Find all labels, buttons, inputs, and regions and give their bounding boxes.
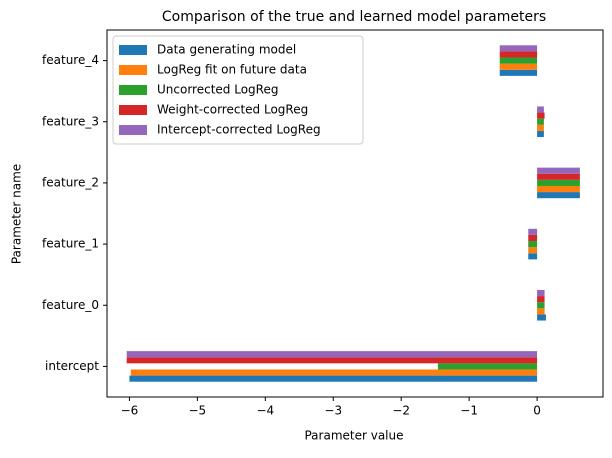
bar xyxy=(499,51,538,58)
bar xyxy=(528,241,538,248)
legend-box xyxy=(112,35,364,145)
bar xyxy=(537,130,544,138)
legend-label: Data generating model xyxy=(157,43,296,57)
x-tick-label: −1 xyxy=(460,404,478,418)
legend-label: Intercept-corrected LogReg xyxy=(157,123,321,137)
bar xyxy=(537,302,545,309)
bar xyxy=(528,228,538,235)
y-tick-label: feature_1 xyxy=(42,237,99,251)
bar xyxy=(437,363,538,370)
x-tick-label: −6 xyxy=(121,404,139,418)
legend-label: Weight-corrected LogReg xyxy=(157,103,308,117)
x-axis-label: Parameter value xyxy=(304,429,403,443)
y-tick-label: feature_3 xyxy=(42,114,99,128)
legend-swatch xyxy=(119,105,147,115)
bar xyxy=(537,192,580,199)
bar xyxy=(537,124,544,131)
bar xyxy=(499,69,538,76)
y-tick-label: feature_4 xyxy=(42,53,99,67)
chart-title: Comparison of the true and learned model… xyxy=(162,9,546,25)
x-tick-label: 0 xyxy=(533,404,541,418)
x-tick-label: −5 xyxy=(189,404,207,418)
y-axis-label: Parameter name xyxy=(10,164,24,264)
x-tick-label: −3 xyxy=(324,404,342,418)
x-tick-label: −4 xyxy=(256,404,274,418)
legend-swatch xyxy=(119,65,147,75)
bar xyxy=(537,106,544,113)
bar xyxy=(499,63,538,70)
legend-swatch xyxy=(119,85,147,95)
bar xyxy=(528,253,538,260)
bar xyxy=(537,308,545,315)
bar xyxy=(129,375,538,382)
bar xyxy=(499,45,538,52)
bar xyxy=(528,234,538,242)
bar xyxy=(537,289,545,297)
legend-label: Uncorrected LogReg xyxy=(157,83,278,97)
bar xyxy=(126,351,538,358)
bar xyxy=(537,173,580,180)
bar xyxy=(126,357,538,364)
bar xyxy=(537,167,580,174)
plot-frame xyxy=(106,29,604,398)
x-tick-label: −2 xyxy=(392,404,410,418)
bar xyxy=(537,296,545,303)
y-tick-label: feature_0 xyxy=(42,298,99,312)
bar xyxy=(130,369,538,376)
bar xyxy=(537,118,544,125)
bar xyxy=(537,314,546,321)
bar xyxy=(499,57,538,64)
bar xyxy=(537,185,580,193)
bar xyxy=(537,179,580,186)
legend-swatch xyxy=(119,125,147,135)
legend-label: LogReg fit on future data xyxy=(157,63,307,77)
y-tick-label: feature_2 xyxy=(42,175,99,189)
bar xyxy=(537,112,545,119)
legend-swatch xyxy=(119,45,147,55)
y-tick-label: intercept xyxy=(45,359,99,373)
bar xyxy=(528,247,538,254)
